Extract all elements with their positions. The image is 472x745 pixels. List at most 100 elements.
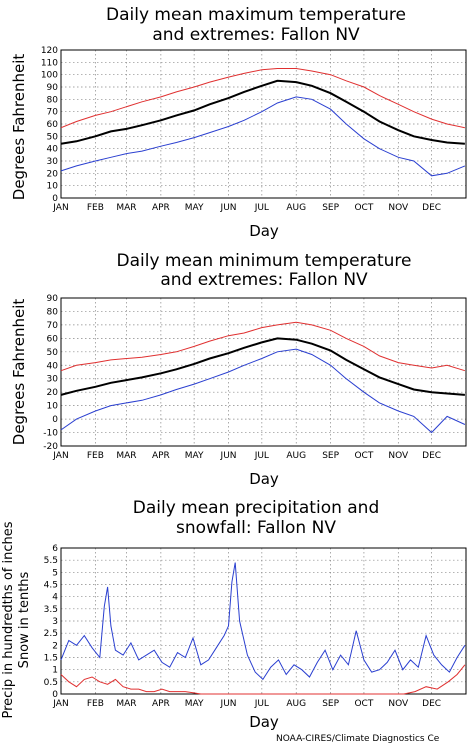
y-tick-label: 40 bbox=[47, 145, 59, 155]
y-tick-label: -20 bbox=[43, 442, 58, 452]
series-line-extreme-high bbox=[60, 68, 466, 129]
y-tick-label: 50 bbox=[47, 348, 59, 358]
month-tick-label: AUG bbox=[286, 203, 306, 213]
month-tick-label: OCT bbox=[354, 203, 373, 213]
y-tick-label: 2 bbox=[52, 641, 58, 651]
month-tick-label: SEP bbox=[322, 203, 339, 213]
x-axis-label: Day bbox=[249, 470, 279, 488]
month-tick-label: NOV bbox=[388, 203, 409, 213]
y-tick-label: 50 bbox=[47, 132, 59, 142]
y-tick-label: 40 bbox=[47, 361, 59, 371]
month-tick-label: OCT bbox=[354, 451, 373, 461]
month-tick-label: MAR bbox=[116, 203, 136, 213]
chart-title-line2: and extremes: Fallon NV bbox=[160, 270, 368, 290]
precip-panel: Daily mean precipitation and snowfall: F… bbox=[1, 498, 467, 731]
y-tick-label: 0.5 bbox=[44, 678, 58, 688]
plot-frame bbox=[60, 297, 467, 447]
y-tick-label: 10 bbox=[47, 402, 59, 412]
plot-frame bbox=[60, 49, 467, 199]
y-tick-label: 0 bbox=[52, 690, 58, 700]
month-tick-label: FEB bbox=[87, 203, 104, 213]
y-tick-label: 80 bbox=[47, 307, 59, 317]
y-axis-label-line2: Snow in tenths bbox=[17, 571, 32, 668]
y-tick-label: 70 bbox=[47, 321, 59, 331]
series-line-mean bbox=[60, 79, 465, 145]
chart-title-line2: snowfall: Fallon NV bbox=[176, 518, 336, 538]
month-tick-label: NOV bbox=[388, 699, 409, 709]
y-tick-label: 1 bbox=[52, 666, 58, 676]
y-tick-label: 0 bbox=[52, 415, 58, 425]
min-temp-panel: Daily mean minimum temperature and extre… bbox=[10, 251, 467, 488]
month-tick-label: FEB bbox=[87, 699, 104, 709]
y-tick-label: 20 bbox=[47, 169, 59, 179]
max-temp-panel: Daily mean maximum temperature and extre… bbox=[10, 5, 467, 240]
y-tick-label: 2.5 bbox=[44, 629, 58, 639]
y-tick-label: 90 bbox=[47, 83, 59, 93]
y-tick-label: 100 bbox=[41, 71, 58, 81]
month-tick-label: JAN bbox=[52, 699, 68, 709]
month-tick-label: SEP bbox=[322, 451, 339, 461]
chart-title-line1: Daily mean minimum temperature bbox=[117, 251, 412, 271]
series-line-extreme-high bbox=[60, 321, 466, 372]
month-tick-label: OCT bbox=[354, 699, 373, 709]
month-tick-label: DEC bbox=[422, 699, 441, 709]
y-tick-label: 5 bbox=[52, 568, 58, 578]
month-tick-label: MAR bbox=[116, 699, 136, 709]
month-tick-label: JUL bbox=[254, 699, 269, 709]
y-tick-label: -10 bbox=[43, 429, 58, 439]
plot-area: 0 10 20 30 40 50 60 70 80 90 100 110 120 JAN FEB MAR APR… bbox=[41, 46, 467, 213]
month-tick-label: APR bbox=[152, 699, 170, 709]
y-tick-label: 3.5 bbox=[44, 605, 58, 615]
y-axis-label: Degrees Fahrenheit bbox=[10, 54, 28, 201]
chart-title-line1: Daily mean precipitation and bbox=[133, 498, 380, 518]
y-tick-label: 3 bbox=[52, 617, 58, 627]
y-tick-label: 110 bbox=[41, 58, 58, 68]
y-tick-label: 6 bbox=[52, 544, 58, 554]
chart-title-line1: Daily mean maximum temperature bbox=[106, 5, 406, 25]
month-tick-label: DEC bbox=[422, 451, 441, 461]
month-tick-label: FEB bbox=[87, 451, 104, 461]
month-tick-label: AUG bbox=[286, 451, 306, 461]
month-tick-label: JAN bbox=[52, 451, 68, 461]
y-tick-label: 80 bbox=[47, 95, 59, 105]
y-tick-label: 0 bbox=[52, 194, 58, 204]
month-tick-label: JUN bbox=[220, 203, 237, 213]
series-line-extreme-low bbox=[60, 348, 466, 434]
y-axis-label: Degrees Fahrenheit bbox=[10, 299, 28, 446]
plot-area: -20 -10 0 10 20 30 40 50 60 70 80 90 JAN FEB MAR APR MAY… bbox=[43, 294, 467, 461]
x-axis-label: Day bbox=[249, 222, 279, 240]
month-tick-label: JAN bbox=[52, 203, 68, 213]
chart-title-line2: and extremes: Fallon NV bbox=[152, 25, 360, 45]
month-tick-label: AUG bbox=[286, 699, 306, 709]
month-tick-label: APR bbox=[152, 451, 170, 461]
y-tick-label: 20 bbox=[47, 388, 59, 398]
series-line-precipitation bbox=[60, 562, 466, 681]
x-axis-label: Day bbox=[249, 713, 279, 731]
month-tick-label: JUN bbox=[220, 451, 237, 461]
y-tick-label: 60 bbox=[47, 334, 59, 344]
month-tick-label: MAR bbox=[116, 451, 136, 461]
y-tick-label: 70 bbox=[47, 108, 59, 118]
month-tick-label: APR bbox=[152, 203, 170, 213]
y-tick-label: 120 bbox=[41, 46, 58, 56]
month-tick-label: JUL bbox=[254, 451, 269, 461]
y-tick-label: 90 bbox=[47, 294, 59, 304]
month-tick-label: JUN bbox=[220, 699, 237, 709]
y-tick-label: 30 bbox=[47, 375, 59, 385]
month-tick-label: MAY bbox=[185, 203, 204, 213]
y-tick-label: 5.5 bbox=[44, 556, 58, 566]
month-tick-label: JUL bbox=[254, 203, 269, 213]
series-line-extreme-low bbox=[60, 96, 466, 177]
y-axis-label-line1: Precip in hundredths of inches bbox=[1, 521, 16, 718]
month-tick-label: DEC bbox=[422, 203, 441, 213]
y-tick-label: 30 bbox=[47, 157, 59, 167]
credit-text: NOAA-CIRES/Climate Diagnostics Ce bbox=[276, 734, 440, 744]
y-tick-label: 4 bbox=[52, 593, 58, 603]
month-tick-label: SEP bbox=[322, 699, 339, 709]
month-tick-label: NOV bbox=[388, 451, 409, 461]
month-tick-label: MAY bbox=[185, 451, 204, 461]
y-tick-label: 10 bbox=[47, 182, 59, 192]
series-line-snowfall bbox=[60, 664, 466, 695]
series-line-mean bbox=[60, 337, 465, 396]
